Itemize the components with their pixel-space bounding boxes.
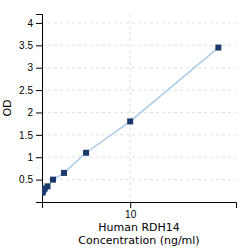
- marker: [127, 118, 133, 124]
- tick-label: 0.5: [19, 174, 33, 185]
- tick: 0.5: [19, 174, 42, 185]
- tick-mark: [36, 90, 42, 91]
- grid: [42, 14, 236, 202]
- x-axis-title: Concentration (ng/ml): [78, 234, 199, 247]
- grid-line: [42, 112, 236, 113]
- grid-line: [42, 90, 236, 91]
- y-axis: 0.5 1 1.5 2 2.5 3 3.5 4: [19, 15, 42, 203]
- axis-line: [36, 15, 43, 203]
- marker: [61, 170, 67, 176]
- tick: 1.5: [19, 130, 42, 141]
- tick-mark: [130, 202, 131, 208]
- y-axis-title: OD: [1, 99, 14, 116]
- tick-mark: [36, 68, 42, 69]
- grid-line: [42, 67, 236, 68]
- tick-mark: [36, 180, 42, 181]
- tick-mark: [36, 112, 42, 113]
- tick-label: 4: [27, 18, 33, 29]
- tick-mark: [36, 135, 42, 136]
- grid-line: [42, 22, 236, 23]
- tick-label: 3.5: [19, 40, 33, 51]
- axis-line: [43, 203, 237, 209]
- marker: [50, 177, 56, 183]
- tick: 10: [125, 202, 137, 220]
- tick: 2: [27, 107, 42, 118]
- tick: 2.5: [19, 85, 42, 96]
- tick: 3.5: [19, 40, 42, 51]
- grid-line: [42, 157, 236, 158]
- tick: 4: [27, 18, 42, 29]
- tick-label: 1: [27, 152, 33, 163]
- tick-label: 2.5: [19, 85, 33, 96]
- chart: 10 0.5 1 1.5 2 2.5 3 3.5 4 OD Human RDH14Concentra…: [0, 0, 250, 250]
- grid-line: [130, 14, 131, 202]
- marker: [45, 183, 51, 189]
- marker: [83, 150, 89, 156]
- grid-line: [42, 134, 236, 135]
- tick-mark: [36, 157, 42, 158]
- tick-label: 10: [125, 209, 137, 220]
- tick-label: 3: [27, 62, 33, 73]
- x-axis-title: Human RDH14: [98, 221, 180, 234]
- x-axis: 10: [43, 202, 237, 220]
- grid-line: [42, 45, 236, 46]
- grid-line: [42, 179, 236, 180]
- tick: 3: [27, 62, 42, 73]
- tick-mark: [36, 45, 42, 46]
- marker: [215, 45, 221, 51]
- line: [43, 48, 219, 193]
- tick: 1: [27, 152, 42, 163]
- tick-label: 1.5: [19, 130, 33, 141]
- marks: [42, 45, 221, 196]
- tick-label: 2: [27, 107, 33, 118]
- tick-mark: [36, 23, 42, 24]
- plot: 10 0.5 1 1.5 2 2.5 3 3.5 4 OD Human RDH14Concentra…: [1, 14, 237, 247]
